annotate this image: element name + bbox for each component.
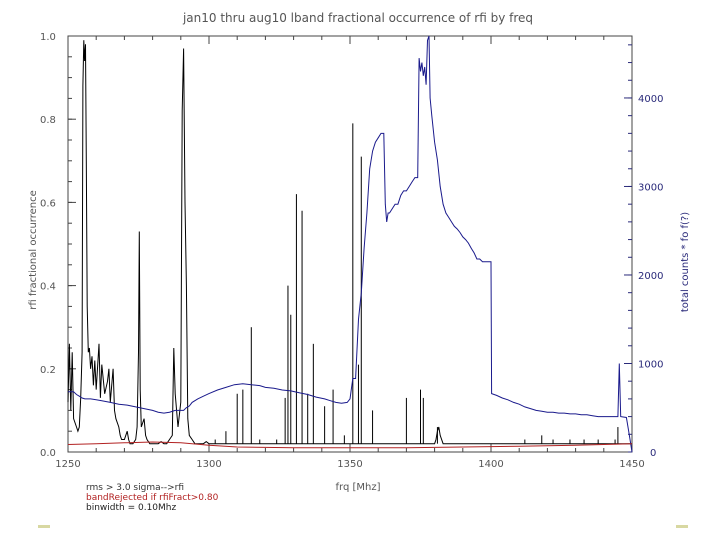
x-tick-label: 1400 [478, 459, 503, 470]
note-rms-threshold: rms > 3.0 sigma-->rfi [86, 483, 185, 493]
y2-tick-label: 1000 [638, 359, 663, 370]
corner-mark-left [38, 525, 50, 528]
x-tick-label: 1250 [55, 459, 80, 470]
y-tick-label: 1.0 [40, 32, 56, 43]
series-line-0 [67, 40, 632, 445]
x-axis-label: frq [Mhz] [336, 482, 381, 493]
y2-tick-label: 0 [650, 448, 656, 459]
x-tick-label: 1300 [196, 459, 221, 470]
series-line-2 [68, 35, 633, 453]
note-band-rejected: bandRejected if rfiFract>0.80 [86, 493, 219, 503]
y-axis-label: rfi fractional occurrence [28, 190, 39, 310]
plot-border [67, 35, 633, 453]
plot-frame [67, 35, 633, 453]
y2-tick-label: 3000 [638, 182, 663, 193]
note-binwidth: binwidth = 0.10Mhz [86, 503, 177, 513]
x-tick-label: 1450 [619, 459, 644, 470]
x-tick-label: 1350 [337, 459, 362, 470]
series-group [67, 35, 633, 453]
corner-mark-right [676, 525, 688, 528]
axis-ticks: 1250 1300 1350 1400 1450 0.0 0.2 0.4 0.6 0.8 1.0 10… [40, 32, 663, 470]
y-tick-label: 0.8 [40, 115, 56, 126]
y2-tick-label: 2000 [638, 271, 663, 282]
y-tick-label: 0.6 [40, 198, 56, 209]
chart-title: jan10 thru aug10 lband fractional occurr… [182, 11, 533, 25]
series-line-3 [67, 441, 633, 449]
y-tick-label: 0.0 [40, 448, 56, 459]
y2-tick-label: 4000 [638, 94, 663, 105]
chart-notes: rms > 3.0 sigma-->rfi bandRejected if rf… [86, 483, 218, 513]
y-tick-label: 0.4 [40, 282, 56, 293]
y2-axis-label: total counts * fo f(?) [680, 212, 691, 312]
y-tick-label: 0.2 [40, 365, 56, 376]
